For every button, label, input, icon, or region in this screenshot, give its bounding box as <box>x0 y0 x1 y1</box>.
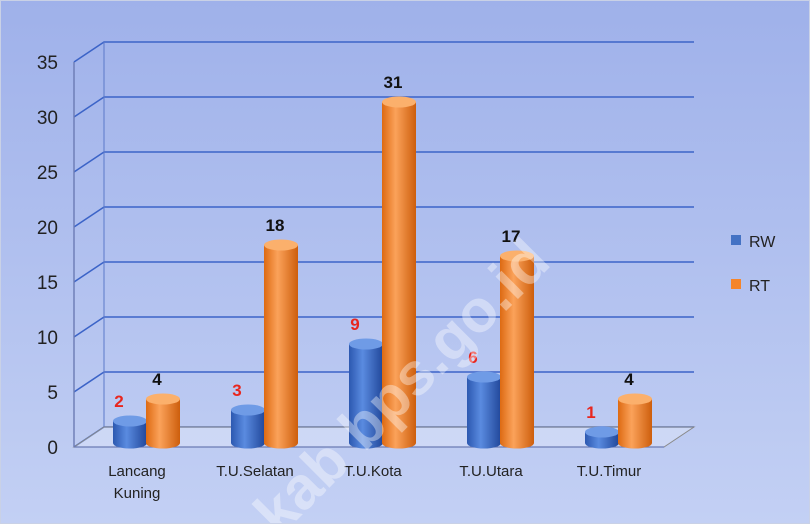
data-label-rt: 17 <box>502 227 521 246</box>
y-tick-labels: 0 5 10 15 20 25 30 35 <box>37 53 58 459</box>
data-label-rw: 9 <box>350 315 359 334</box>
bar-body <box>467 377 501 449</box>
data-label-rw: 6 <box>468 348 477 367</box>
data-label-rt: 4 <box>624 370 634 389</box>
data-label-rt: 4 <box>152 370 162 389</box>
y-tick-label: 15 <box>37 273 58 294</box>
data-label-rw: 1 <box>586 403 595 422</box>
bar-top <box>349 338 383 350</box>
bar-body <box>382 102 416 449</box>
y-tick-label: 20 <box>37 218 58 239</box>
x-tick-label: Lancang <box>108 463 166 480</box>
bar-top <box>500 250 534 262</box>
bar-top <box>264 239 298 251</box>
data-label-rw: 3 <box>232 381 241 400</box>
y-tick-label: 10 <box>37 328 58 349</box>
bar-rw <box>467 371 501 449</box>
data-label-rt: 18 <box>266 216 285 235</box>
bar-rt <box>618 393 652 449</box>
bar-body <box>349 344 383 449</box>
bar-rw <box>231 404 265 449</box>
bar-top <box>618 393 652 405</box>
bar-top <box>231 404 265 416</box>
bar-body <box>264 245 298 449</box>
legend-label-rt: RT <box>749 278 770 295</box>
bar-top <box>113 415 147 427</box>
bar-top <box>382 96 416 108</box>
bar-rt <box>500 250 534 449</box>
legend-swatch-rw <box>731 235 741 245</box>
y-tick-label: 30 <box>37 108 58 129</box>
legend: RW RT <box>731 234 776 295</box>
x-tick-label: T.U.Kota <box>344 463 402 480</box>
bar-rw <box>585 426 619 449</box>
y-tick-label: 5 <box>47 383 58 404</box>
x-tick-label: T.U.Utara <box>459 463 523 480</box>
legend-swatch-rt <box>731 279 741 289</box>
data-label-rt: 31 <box>384 73 403 92</box>
x-tick-label: T.U.Timur <box>577 463 641 480</box>
bars: 2 4 3 18 9 31 6 17 1 4 <box>113 73 652 449</box>
y-tick-label: 0 <box>47 438 58 459</box>
y-tick-label: 25 <box>37 163 58 184</box>
bar-rt <box>264 239 298 449</box>
y-tick-label: 35 <box>37 53 58 74</box>
bar-body <box>500 256 534 449</box>
bar-body <box>231 410 265 449</box>
bar-rw <box>349 338 383 449</box>
bar-body <box>113 421 147 449</box>
bar-body <box>146 399 180 449</box>
bar-rw <box>113 415 147 449</box>
legend-label-rw: RW <box>749 234 776 251</box>
x-tick-label: T.U.Selatan <box>216 463 294 480</box>
bar-rt <box>382 96 416 449</box>
bar-top <box>467 371 501 383</box>
bar-body <box>618 399 652 449</box>
bar-top <box>146 393 180 405</box>
bar-top <box>585 426 619 438</box>
bar-rt <box>146 393 180 449</box>
category-labels: Lancang Kuning T.U.Selatan T.U.Kota T.U.Utar… <box>108 463 641 502</box>
x-tick-label: Kuning <box>114 485 161 502</box>
data-label-rw: 2 <box>114 392 123 411</box>
